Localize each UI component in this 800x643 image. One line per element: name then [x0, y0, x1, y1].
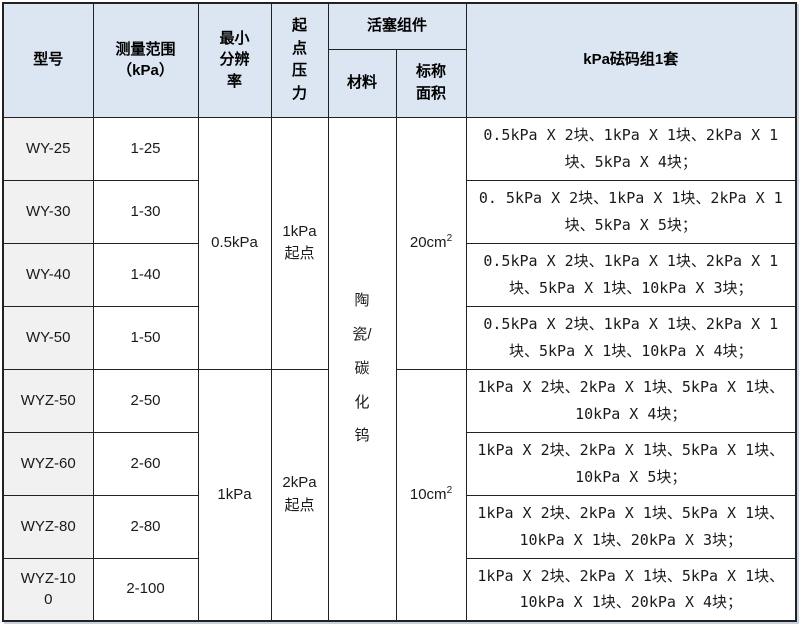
spec-table: 型号 测量范围（kPa） 最小分辨率 起点压力 活塞组件 kPa砝码组1套 材料…: [2, 2, 798, 622]
header-range: 测量范围（kPa）: [92, 2, 199, 118]
table-row: WYZ-80 2-80 1kPa X 2块、2kPa X 1块、5kPa X 1…: [2, 494, 797, 559]
nominal-area-cell: 10cm2: [395, 368, 467, 622]
range-cell: 2-60: [92, 431, 199, 496]
model-value: WY-25: [26, 139, 71, 157]
table-row: WYZ-50 2-50 1kPa 2kPa起点 10cm2 1kPa X 2块、…: [2, 368, 797, 622]
weight-set-cell: 0. 5kPa X 2块、1kPa X 1块、2kPa X 1块、5kPa X …: [465, 179, 797, 244]
material-cell: 陶瓷/碳化钨: [327, 116, 397, 622]
resolution-value: 0.5kPa: [211, 233, 258, 251]
range-cell: 2-80: [92, 494, 199, 559]
model-cell: WYZ-100: [2, 557, 94, 622]
range-cell: 1-40: [92, 242, 199, 307]
range-value: 2-80: [130, 517, 161, 535]
weight-set-value: 1kPa X 2块、2kPa X 1块、5kPa X 1块、10kPa X 5块…: [477, 441, 785, 486]
range-value: 2-100: [126, 580, 165, 598]
table-row: WY-40 1-40 0.5kPa X 2块、1kPa X 1块、2kPa X …: [2, 242, 797, 307]
start-pressure-cell: 2kPa起点: [270, 368, 329, 622]
model-value: WYZ-80: [20, 517, 76, 535]
header-start-pressure-label: 起点压力: [291, 17, 307, 102]
header-material: 材料: [327, 48, 397, 118]
model-value: WYZ-100: [20, 569, 76, 609]
area-superscript: 2: [446, 484, 453, 496]
weight-set-cell: 0.5kPa X 2块、1kPa X 1块、2kPa X 1块、5kPa X 4…: [465, 116, 797, 181]
weight-set-cell: 1kPa X 2块、2kPa X 1块、5kPa X 1块、10kPa X 4块…: [465, 368, 797, 433]
model-cell: WY-40: [2, 242, 94, 307]
header-row-2: 材料 标称面积: [3, 48, 796, 118]
area-superscript: 2: [446, 233, 453, 245]
header-nominal-area-label: 标称面积: [415, 63, 446, 102]
weight-set-cell: 0.5kPa X 2块、1kPa X 1块、2kPa X 1块、5kPa X 1…: [465, 242, 797, 307]
model-cell: WYZ-80: [2, 494, 94, 559]
model-cell: WYZ-50: [2, 368, 94, 433]
model-value: WY-40: [26, 265, 71, 283]
header-row-1: 型号 测量范围（kPa） 最小分辨率 起点压力 活塞组件 kPa砝码组1套: [2, 2, 797, 118]
weight-set-value: 0.5kPa X 2块、1kPa X 1块、2kPa X 1块、5kPa X 4…: [483, 126, 779, 171]
weight-set-cell: 0.5kPa X 2块、1kPa X 1块、2kPa X 1块、5kPa X 1…: [465, 305, 797, 370]
weight-set-value: 1kPa X 2块、2kPa X 1块、5kPa X 1块、10kPa X 1块…: [477, 567, 785, 612]
weight-set-value: 0.5kPa X 2块、1kPa X 1块、2kPa X 1块、5kPa X 1…: [483, 315, 779, 360]
range-cell: 1-50: [92, 305, 199, 370]
model-cell: WY-30: [2, 179, 94, 244]
range-value: 1-50: [130, 328, 161, 346]
range-cell: 2-100: [92, 557, 199, 622]
table-row: WY-25 1-25 0.5kPa 1kPa起点 陶瓷/碳化钨 20cm2 0.…: [2, 116, 797, 622]
range-value: 2-60: [130, 454, 161, 472]
model-value: WY-50: [26, 328, 71, 346]
header-weight-set: kPa砝码组1套: [465, 2, 797, 118]
header-start-pressure: 起点压力: [270, 2, 329, 118]
table-row: WYZ-60 2-60 1kPa X 2块、2kPa X 1块、5kPa X 1…: [2, 431, 797, 496]
weight-set-cell: 1kPa X 2块、2kPa X 1块、5kPa X 1块、10kPa X 1块…: [465, 557, 797, 622]
resolution-cell: 1kPa: [197, 368, 272, 622]
range-value: 1-30: [130, 202, 161, 220]
model-cell: WYZ-60: [2, 431, 94, 496]
area-value: 20cm: [409, 234, 447, 252]
weight-set-cell: 1kPa X 2块、2kPa X 1块、5kPa X 1块、10kPa X 1块…: [465, 494, 797, 559]
header-nominal-area: 标称面积: [395, 48, 467, 118]
model-cell: WY-50: [2, 305, 94, 370]
weight-set-value: 0. 5kPa X 2块、1kPa X 1块、2kPa X 1块、5kPa X …: [478, 189, 783, 234]
range-value: 1-25: [130, 139, 161, 157]
model-value: WYZ-50: [20, 391, 76, 409]
start-pressure-value: 1kPa起点: [282, 222, 317, 263]
table-row: WY-50 1-50 0.5kPa X 2块、1kPa X 1块、2kPa X …: [2, 305, 797, 370]
model-value: WY-30: [26, 202, 71, 220]
range-value: 1-40: [130, 265, 161, 283]
range-cell: 2-50: [92, 368, 199, 433]
area-value: 10cm: [409, 485, 447, 503]
weight-set-cell: 1kPa X 2块、2kPa X 1块、5kPa X 1块、10kPa X 5块…: [465, 431, 797, 496]
header-model: 型号: [2, 2, 94, 118]
weight-set-value: 1kPa X 2块、2kPa X 1块、5kPa X 1块、10kPa X 4块…: [477, 378, 785, 423]
weight-set-value: 0.5kPa X 2块、1kPa X 1块、2kPa X 1块、5kPa X 1…: [483, 252, 779, 297]
start-pressure-value: 2kPa起点: [282, 474, 317, 514]
start-pressure-cell: 1kPa起点: [270, 116, 329, 370]
range-cell: 1-25: [92, 116, 199, 181]
table-row: WY-30 1-30 0. 5kPa X 2块、1kPa X 1块、2kPa X…: [2, 179, 797, 244]
header-resolution-label: 最小分辨率: [219, 29, 250, 91]
model-value: WYZ-60: [20, 454, 76, 472]
nominal-area-cell: 20cm2: [395, 116, 467, 370]
table-row: WYZ-100 2-100 1kPa X 2块、2kPa X 1块、5kPa X…: [2, 557, 797, 622]
resolution-value: 1kPa: [217, 485, 252, 503]
header-resolution: 最小分辨率: [197, 2, 272, 118]
range-value: 2-50: [130, 391, 161, 409]
model-cell: WY-25: [2, 116, 94, 181]
header-piston-assembly: 活塞组件: [327, 2, 467, 50]
range-cell: 1-30: [92, 179, 199, 244]
header-range-label: 测量范围（kPa）: [115, 40, 176, 80]
material-value: 陶瓷/碳化钨: [352, 292, 372, 445]
resolution-cell: 0.5kPa: [197, 116, 272, 370]
weight-set-value: 1kPa X 2块、2kPa X 1块、5kPa X 1块、10kPa X 1块…: [477, 504, 785, 549]
